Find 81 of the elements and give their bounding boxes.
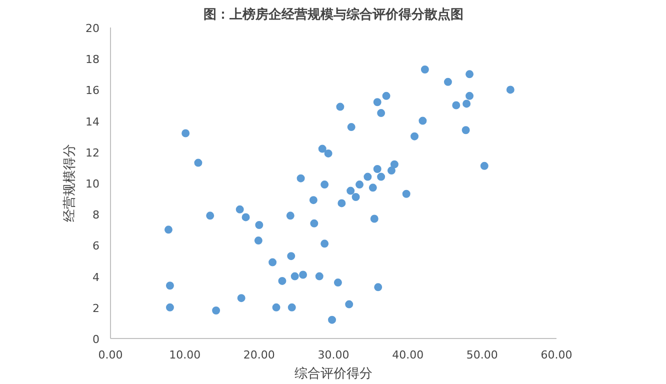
point [480,162,488,170]
x-tick-label: 60.00 [540,348,572,362]
y-tick-label: 2 [92,302,100,315]
y-tick-label: 18 [86,53,100,66]
point [346,186,355,195]
point [338,199,346,208]
point [320,180,329,189]
point [364,172,372,181]
point [328,316,336,324]
point [268,258,277,266]
point [299,270,308,279]
point [387,166,396,175]
point [318,144,326,153]
point [320,240,329,248]
x-axis-title: 综合评价得分 [294,366,372,382]
point [390,160,398,168]
point [352,193,360,201]
point [164,226,172,234]
point [242,213,250,222]
point [296,174,305,182]
point [370,214,378,223]
point [373,165,382,173]
y-tick-label: 14 [86,115,100,128]
point [315,272,324,280]
chart-title: 图：上榜房企经营规模与综合评价得分散点图 [204,6,464,22]
point [237,294,246,302]
y-tick-label: 12 [86,146,100,160]
x-tick-label: 30.00 [318,348,350,362]
point [287,252,296,260]
point [255,220,264,229]
point [206,212,214,220]
y-tick-label: 20 [86,22,100,35]
point [373,98,382,106]
point [166,282,174,290]
point [236,205,244,214]
point [272,303,280,312]
point [420,65,429,74]
x-tick-label: 20.00 [243,348,275,362]
point [466,92,474,100]
point [377,109,386,118]
point [402,190,410,198]
point [182,129,190,138]
point [356,180,364,189]
point [288,303,296,312]
point [444,78,452,86]
point [334,278,342,287]
y-tick-label: 6 [92,240,100,253]
point [374,283,382,292]
y-tick-label: 0 [92,333,100,346]
point [462,126,470,134]
point [310,219,318,228]
point [336,102,344,111]
point [345,300,354,308]
point [347,123,356,132]
y-tick-label: 10 [86,178,100,190]
point [212,306,220,315]
y-tick-label: 8 [92,208,100,222]
point [368,184,377,192]
point [377,172,386,181]
point [278,276,286,285]
point [286,212,294,220]
y-tick-label: 16 [86,84,100,98]
y-axis-title: 经营规模得分 [62,144,78,222]
point [452,101,460,110]
point [166,303,174,312]
point [506,86,514,94]
x-tick-label: 0.00 [98,348,123,362]
point [309,196,318,204]
point [418,116,427,125]
y-tick-label: 4 [92,270,100,284]
point [410,132,419,140]
point [466,70,474,78]
point [462,100,471,108]
x-tick-label: 50.00 [466,348,498,362]
x-tick-label: 40.00 [392,348,424,362]
x-tick-label: 10.00 [169,348,201,362]
point [290,272,299,280]
point [254,236,262,245]
point [382,92,390,100]
point [324,149,332,158]
point [194,158,202,167]
